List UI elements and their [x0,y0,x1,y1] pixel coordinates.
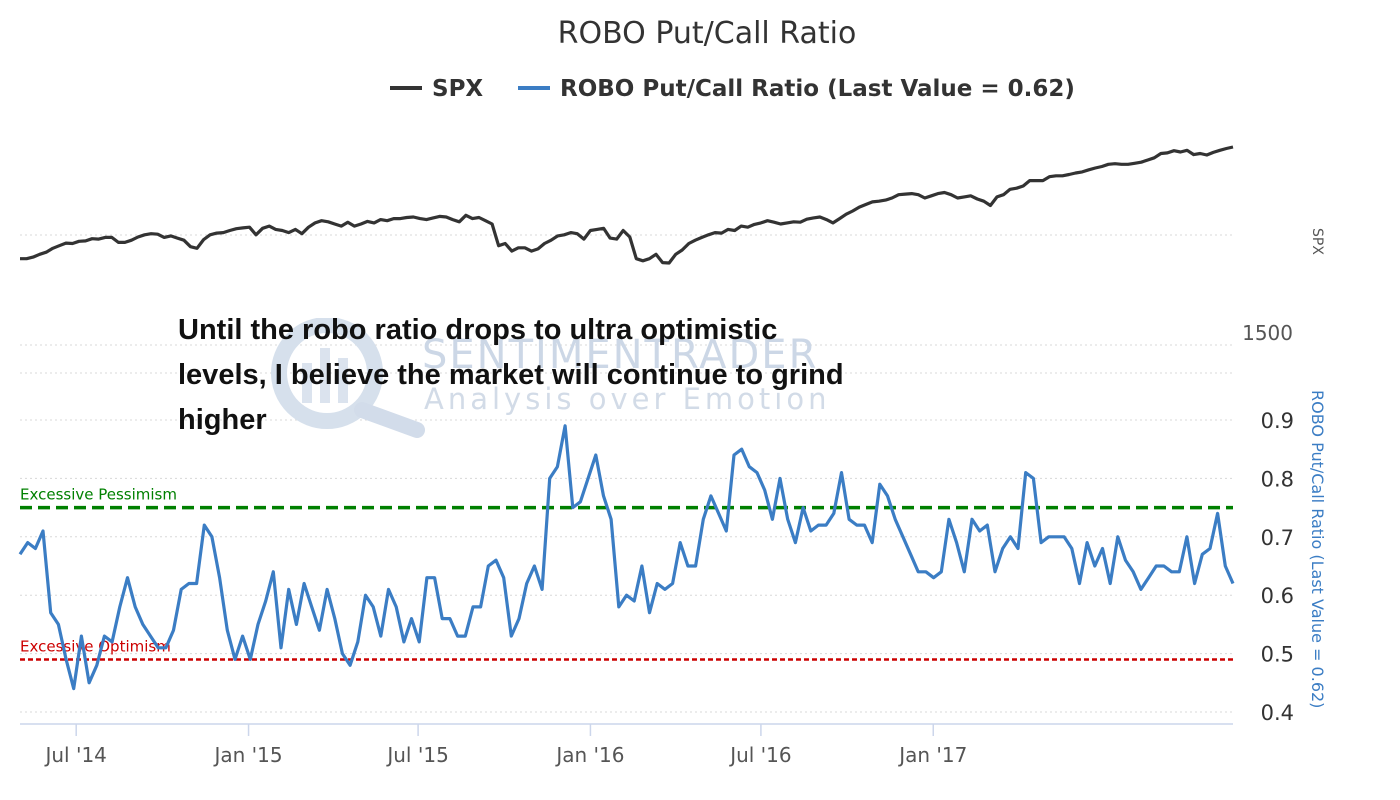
grid-lines [20,234,1233,713]
legend[interactable]: SPX ROBO Put/Call Ratio (Last Value = 0.6… [390,76,1075,102]
watermark: SENTIMENTRADER Analysis over Emotion [262,318,862,448]
spx-tick-label: 1500 [1242,321,1293,345]
watermark-title: SENTIMENTRADER [422,332,819,378]
x-tick-label: Jul '15 [385,743,448,767]
ratio-tick-label: 0.7 [1261,526,1294,550]
annotation-line-3: higher [178,404,267,436]
watermark-magnifier-icon [271,318,425,438]
reference-lines: Excessive Pessimism Excessive Optimism [20,486,1233,661]
legend-item-label[interactable]: SPX [432,76,483,102]
robo-ratio-series-line [18,424,1235,691]
ratio-tick-label: 0.6 [1261,584,1294,608]
axes: Jul '14 Jan '15 Jul '15 Jan '16 Jul '16 Jan '… [20,228,1327,767]
x-tick-label: Jul '16 [728,743,791,767]
x-tick-label: Jan '16 [554,743,624,767]
x-tick-label: Jan '17 [897,743,967,767]
ratio-tick-label: 0.4 [1261,701,1294,725]
watermark-subtitle: Analysis over Emotion [424,382,831,416]
x-tick-label: Jul '14 [43,743,106,767]
ratio-axis-title: ROBO Put/Call Ratio (Last Value = 0.62) [1308,390,1327,708]
annotation: Until the robo ratio drops to ultra opti… [178,308,978,443]
excessive-pessimism-label: Excessive Pessimism [20,486,177,504]
chart-title: ROBO Put/Call Ratio [558,16,857,51]
legend-item-label[interactable]: ROBO Put/Call Ratio (Last Value = 0.62) [560,76,1075,102]
excessive-optimism-label: Excessive Optimism [20,637,171,655]
x-tick-label: Jan '15 [212,743,282,767]
spx-series-line [20,145,1234,265]
ratio-tick-label: 0.9 [1261,409,1294,433]
spx-axis-title: SPX [1309,228,1325,255]
series-lines [18,145,1235,691]
annotation-line-2: levels, I believe the market will contin… [178,359,844,391]
annotation-line-1: Until the robo ratio drops to ultra opti… [178,314,778,346]
ratio-tick-label: 0.5 [1261,643,1294,667]
ratio-tick-label: 0.8 [1261,467,1294,491]
